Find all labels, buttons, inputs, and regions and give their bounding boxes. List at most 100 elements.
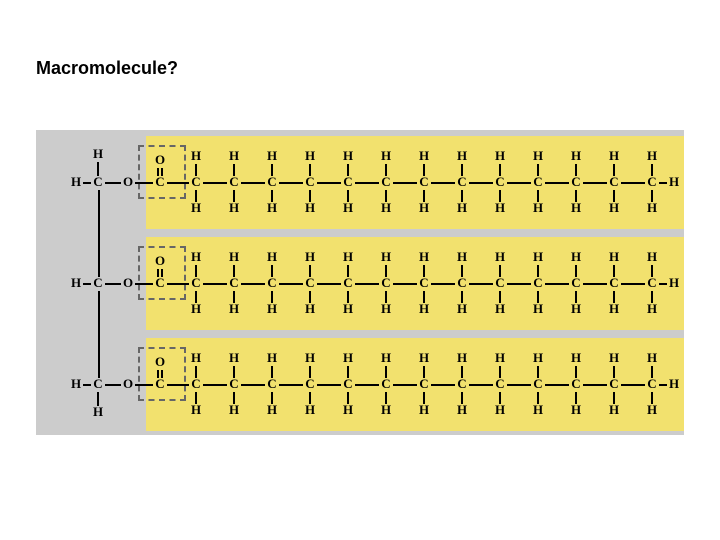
bond-vertical <box>309 392 311 404</box>
atom-label: O <box>120 276 136 289</box>
bond-horizontal <box>203 182 227 184</box>
atom-label: H <box>568 302 584 315</box>
atom-label: H <box>568 149 584 162</box>
bond-horizontal <box>355 182 379 184</box>
atom-label: H <box>302 149 318 162</box>
atom-label: H <box>454 403 470 416</box>
atom-label: H <box>492 250 508 263</box>
atom-label: C <box>302 276 318 289</box>
bond-vertical <box>575 265 577 277</box>
bond-horizontal <box>279 283 303 285</box>
atom-label: H <box>378 250 394 263</box>
bond-horizontal <box>507 384 531 386</box>
bond-vertical <box>271 291 273 303</box>
atom-label: H <box>188 302 204 315</box>
atom-label: H <box>568 351 584 364</box>
atom-label: H <box>340 201 356 214</box>
bond-vertical <box>537 164 539 176</box>
bond-vertical <box>233 291 235 303</box>
bond-horizontal <box>545 384 569 386</box>
atom-label: H <box>644 351 660 364</box>
atom-label: H <box>666 175 682 188</box>
atom-label: H <box>644 149 660 162</box>
bond-vertical <box>271 366 273 378</box>
bond-vertical <box>97 162 99 176</box>
bond-horizontal <box>545 182 569 184</box>
bond-vertical <box>613 164 615 176</box>
bond-vertical <box>98 291 100 378</box>
bond-double <box>157 269 163 277</box>
bond-horizontal <box>241 384 265 386</box>
bond-horizontal <box>167 182 189 184</box>
atom-label: C <box>226 377 242 390</box>
atom-label: C <box>302 175 318 188</box>
atom-label: H <box>568 403 584 416</box>
atom-label: C <box>378 175 394 188</box>
bond-horizontal <box>431 384 455 386</box>
bond-vertical <box>347 366 349 378</box>
atom-label: H <box>302 302 318 315</box>
atom-label: H <box>530 403 546 416</box>
atom-label: C <box>492 175 508 188</box>
atom-label: H <box>416 149 432 162</box>
atom-label: C <box>606 276 622 289</box>
atom-label: C <box>152 276 168 289</box>
bond-horizontal <box>583 182 607 184</box>
bond-vertical <box>347 265 349 277</box>
bond-vertical <box>195 366 197 378</box>
atom-label: C <box>492 276 508 289</box>
atom-label: H <box>188 149 204 162</box>
atom-label: C <box>90 377 106 390</box>
bond-vertical <box>613 392 615 404</box>
bond-double <box>157 168 163 176</box>
bond-vertical <box>385 392 387 404</box>
atom-label: H <box>530 302 546 315</box>
atom-label: C <box>264 276 280 289</box>
atom-label: H <box>378 403 394 416</box>
atom-label: H <box>378 351 394 364</box>
atom-label: H <box>68 377 84 390</box>
atom-label: O <box>152 153 168 166</box>
atom-label: H <box>492 403 508 416</box>
atom-label: C <box>606 175 622 188</box>
atom-label: H <box>226 351 242 364</box>
bond-vertical <box>499 265 501 277</box>
atom-label: C <box>492 377 508 390</box>
atom-label: C <box>644 377 660 390</box>
bond-vertical <box>575 164 577 176</box>
atom-label: H <box>340 250 356 263</box>
atom-label: H <box>264 302 280 315</box>
atom-label: H <box>530 351 546 364</box>
bond-vertical <box>195 265 197 277</box>
bond-vertical <box>309 265 311 277</box>
atom-label: C <box>530 377 546 390</box>
bond-vertical <box>195 392 197 404</box>
bond-horizontal <box>393 283 417 285</box>
bond-vertical <box>385 265 387 277</box>
bond-vertical <box>613 366 615 378</box>
bond-horizontal <box>355 283 379 285</box>
bond-horizontal <box>317 384 341 386</box>
bond-vertical <box>309 190 311 202</box>
atom-label: C <box>568 377 584 390</box>
bond-vertical <box>461 265 463 277</box>
bond-vertical <box>499 366 501 378</box>
atom-label: H <box>340 351 356 364</box>
atom-label: H <box>666 276 682 289</box>
atom-label: H <box>492 149 508 162</box>
bond-horizontal <box>167 384 189 386</box>
bond-horizontal <box>135 182 153 184</box>
bond-vertical <box>575 366 577 378</box>
atom-label: C <box>454 377 470 390</box>
atom-label: O <box>152 254 168 267</box>
bond-horizontal <box>469 283 493 285</box>
atom-label: C <box>226 276 242 289</box>
atom-label: H <box>264 403 280 416</box>
atom-label: H <box>378 201 394 214</box>
atom-label: H <box>454 302 470 315</box>
bond-horizontal <box>507 182 531 184</box>
bond-vertical <box>613 265 615 277</box>
bond-vertical <box>499 164 501 176</box>
bond-horizontal <box>241 283 265 285</box>
bond-vertical <box>423 392 425 404</box>
